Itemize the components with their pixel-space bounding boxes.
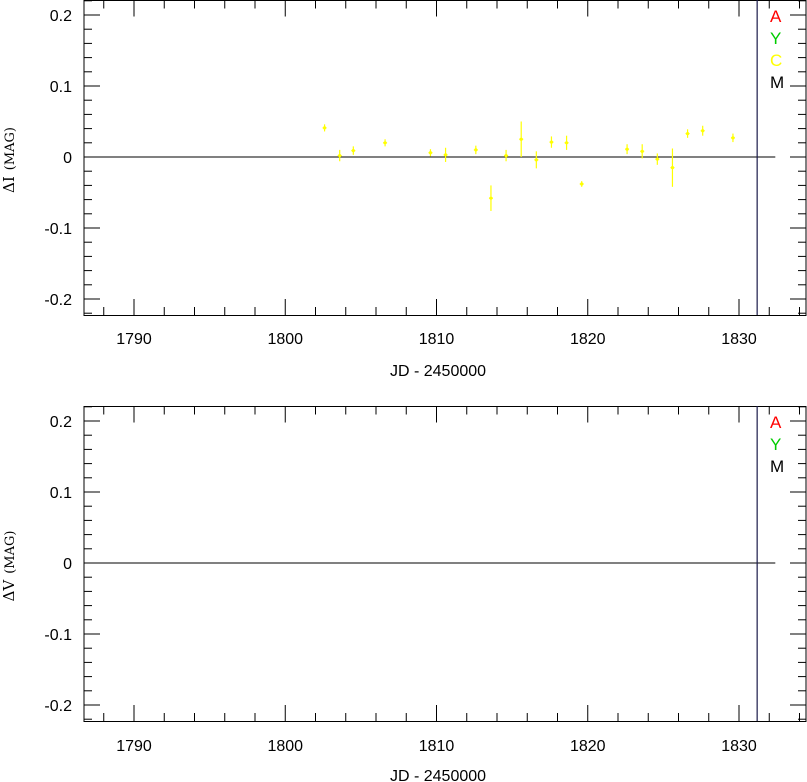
data-point-marker	[640, 149, 644, 153]
data-point-marker	[670, 166, 675, 170]
data-point-marker	[474, 148, 478, 152]
x-axis-title: JD - 2450000	[390, 363, 486, 380]
x-tick-label: 1800	[267, 738, 303, 755]
x-tick-label: 1810	[419, 738, 455, 755]
legend-entry: M	[770, 73, 784, 92]
data-point-marker	[489, 196, 493, 200]
y-tick-label: -0.2	[44, 698, 72, 715]
x-axis-title: JD - 2450000	[390, 768, 486, 782]
data-point-marker	[383, 141, 387, 145]
data-point-marker	[322, 126, 327, 130]
data-point-marker	[564, 141, 569, 145]
x-tick-label: 1790	[116, 331, 152, 348]
top-panel-delta-i: 1790 1800 1810 1820 1830 0.2 0.1 0 -0.1 -0.2 ΔI (MA…	[0, 0, 807, 380]
data-point-marker	[351, 149, 355, 153]
x-tick-label: 1820	[570, 738, 606, 755]
x-tick-label: 1800	[267, 331, 303, 348]
data-point-marker	[731, 136, 735, 140]
data-point-marker	[701, 129, 705, 133]
y-tick-label: -0.1	[44, 627, 72, 644]
y-axis-title: ΔI (MAG)	[0, 127, 18, 193]
plot-frame	[83, 406, 807, 722]
legend-entry: Y	[770, 435, 781, 454]
data-point-marker	[625, 147, 629, 151]
x-tick-label: 1820	[570, 331, 606, 348]
x-tick-label: 1790	[116, 738, 152, 755]
y-tick-label: 0.1	[50, 79, 72, 96]
y-axis-title-unit: (MAG)	[3, 531, 18, 574]
data-point-marker	[685, 131, 690, 136]
y-axis-title-symbol: ΔI	[0, 176, 18, 193]
y-tick-label: 0	[63, 150, 72, 167]
legend-entry: A	[770, 7, 782, 26]
legend-entry: M	[770, 457, 784, 476]
data-point-marker	[655, 157, 659, 161]
y-tick-label: 0.2	[50, 8, 72, 25]
x-tick-label: 1810	[419, 331, 455, 348]
data-point-marker	[549, 140, 554, 144]
y-tick-label: 0	[63, 556, 72, 573]
data-point-marker	[534, 158, 538, 162]
bottom-panel-delta-v: 1790 1800 1810 1820 1830 0.2 0.1 0 -0.1 -0.2 ΔV (MA…	[0, 406, 807, 782]
y-tick-label: -0.1	[44, 221, 72, 238]
x-tick-label: 1830	[721, 738, 757, 755]
legend-entry: Y	[770, 29, 781, 48]
data-point-marker	[443, 153, 448, 157]
y-axis-title-symbol: ΔV	[0, 579, 18, 602]
data-point-marker	[519, 137, 523, 141]
plot-frame	[83, 0, 807, 316]
legend-entry: C	[770, 51, 782, 70]
data-point-marker	[428, 151, 433, 155]
data-point-marker	[338, 153, 342, 158]
x-tick-label: 1830	[721, 331, 757, 348]
y-axis-title: ΔV (MAG)	[0, 531, 18, 602]
y-tick-label: 0.1	[50, 485, 72, 502]
y-tick-label: -0.2	[44, 292, 72, 309]
data-point-marker	[504, 153, 508, 158]
y-tick-label: 0.2	[50, 414, 72, 431]
y-axis-title-unit: (MAG)	[3, 127, 18, 170]
legend-entry: A	[770, 413, 782, 432]
data-point-marker	[580, 182, 584, 186]
